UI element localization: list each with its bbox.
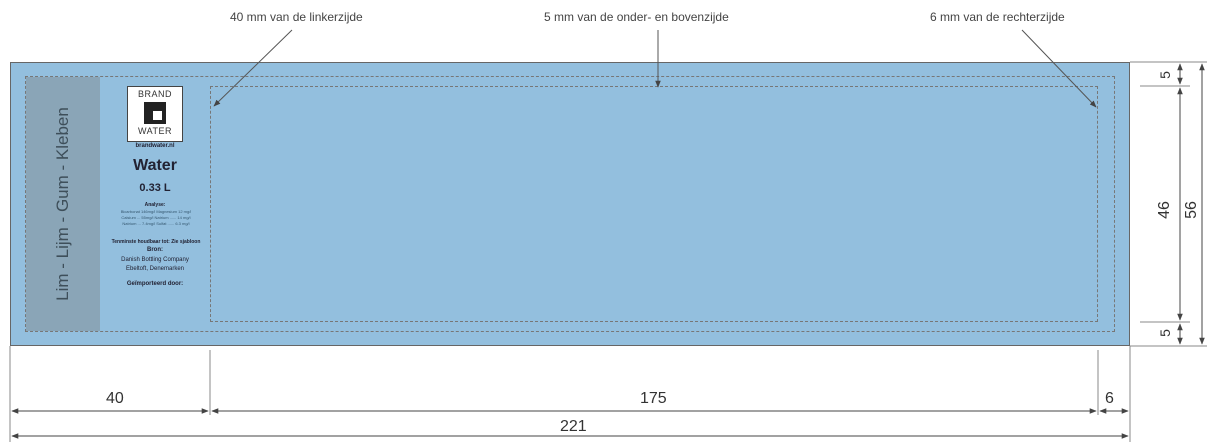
- dim-bottom-margin-wrap: 5: [1150, 322, 1180, 344]
- brand-logo: BRAND WATER: [127, 86, 183, 142]
- glue-band: [26, 77, 100, 331]
- analysis-line: Natrium ... 7.4mg/l Sulfat ...... 6.3 mg…: [122, 221, 190, 226]
- importer-heading: Geïmporteerd door:: [126, 281, 184, 287]
- analysis-line: Bicarbonat 146mg/l Magnesium 12 mg/l: [120, 209, 192, 214]
- label-strip: [10, 62, 1130, 346]
- product-name: Water: [133, 157, 177, 174]
- dim-total-height: 56: [1182, 201, 1200, 219]
- callout-top-bottom-offset: 5 mm van de onder- en bovenzijde: [544, 10, 729, 24]
- dim-bottom-margin: 5: [1156, 329, 1173, 337]
- analysis-heading: Analyse:: [144, 202, 166, 208]
- logo-square-icon: [144, 102, 166, 124]
- outer-dashed-border: [25, 76, 1115, 332]
- dim-inner-height-wrap: 46: [1150, 190, 1180, 230]
- dim-left-width: 40: [106, 390, 124, 407]
- product-volume: 0.33 L: [139, 182, 171, 194]
- leader-arrow-left: [213, 29, 293, 107]
- dim-top-margin: 5: [1156, 71, 1173, 79]
- dim-inner-height: 46: [1155, 201, 1173, 219]
- best-before: Tenminste houdbaar tot: Zie sjabloon: [111, 239, 201, 245]
- logo-bottom-word: WATER: [138, 126, 172, 136]
- dim-total-height-wrap: 56: [1177, 190, 1207, 230]
- callout-right-offset: 6 mm van de rechterzijde: [930, 10, 1065, 24]
- dim-top-margin-wrap: 5: [1150, 64, 1180, 86]
- dim-total-width: 221: [560, 418, 587, 435]
- logo-top-word: BRAND: [137, 89, 172, 99]
- source-line: Ebeltoft, Denemarken: [125, 266, 185, 272]
- source-heading: Bron:: [147, 247, 163, 253]
- leader-arrow-right: [1021, 29, 1097, 108]
- print-area-dashed-border: [210, 86, 1098, 322]
- website: brandwater.nl: [135, 143, 175, 149]
- dim-right-width: 6: [1105, 390, 1114, 407]
- dim-inner-width: 175: [640, 390, 667, 407]
- callout-left-offset: 40 mm van de linkerzijde: [230, 10, 363, 24]
- source-line: Danish Bottling Company: [121, 257, 189, 263]
- analysis-line: Calsium ... 55mg/l Natrium ...... 14 mg/…: [121, 215, 191, 220]
